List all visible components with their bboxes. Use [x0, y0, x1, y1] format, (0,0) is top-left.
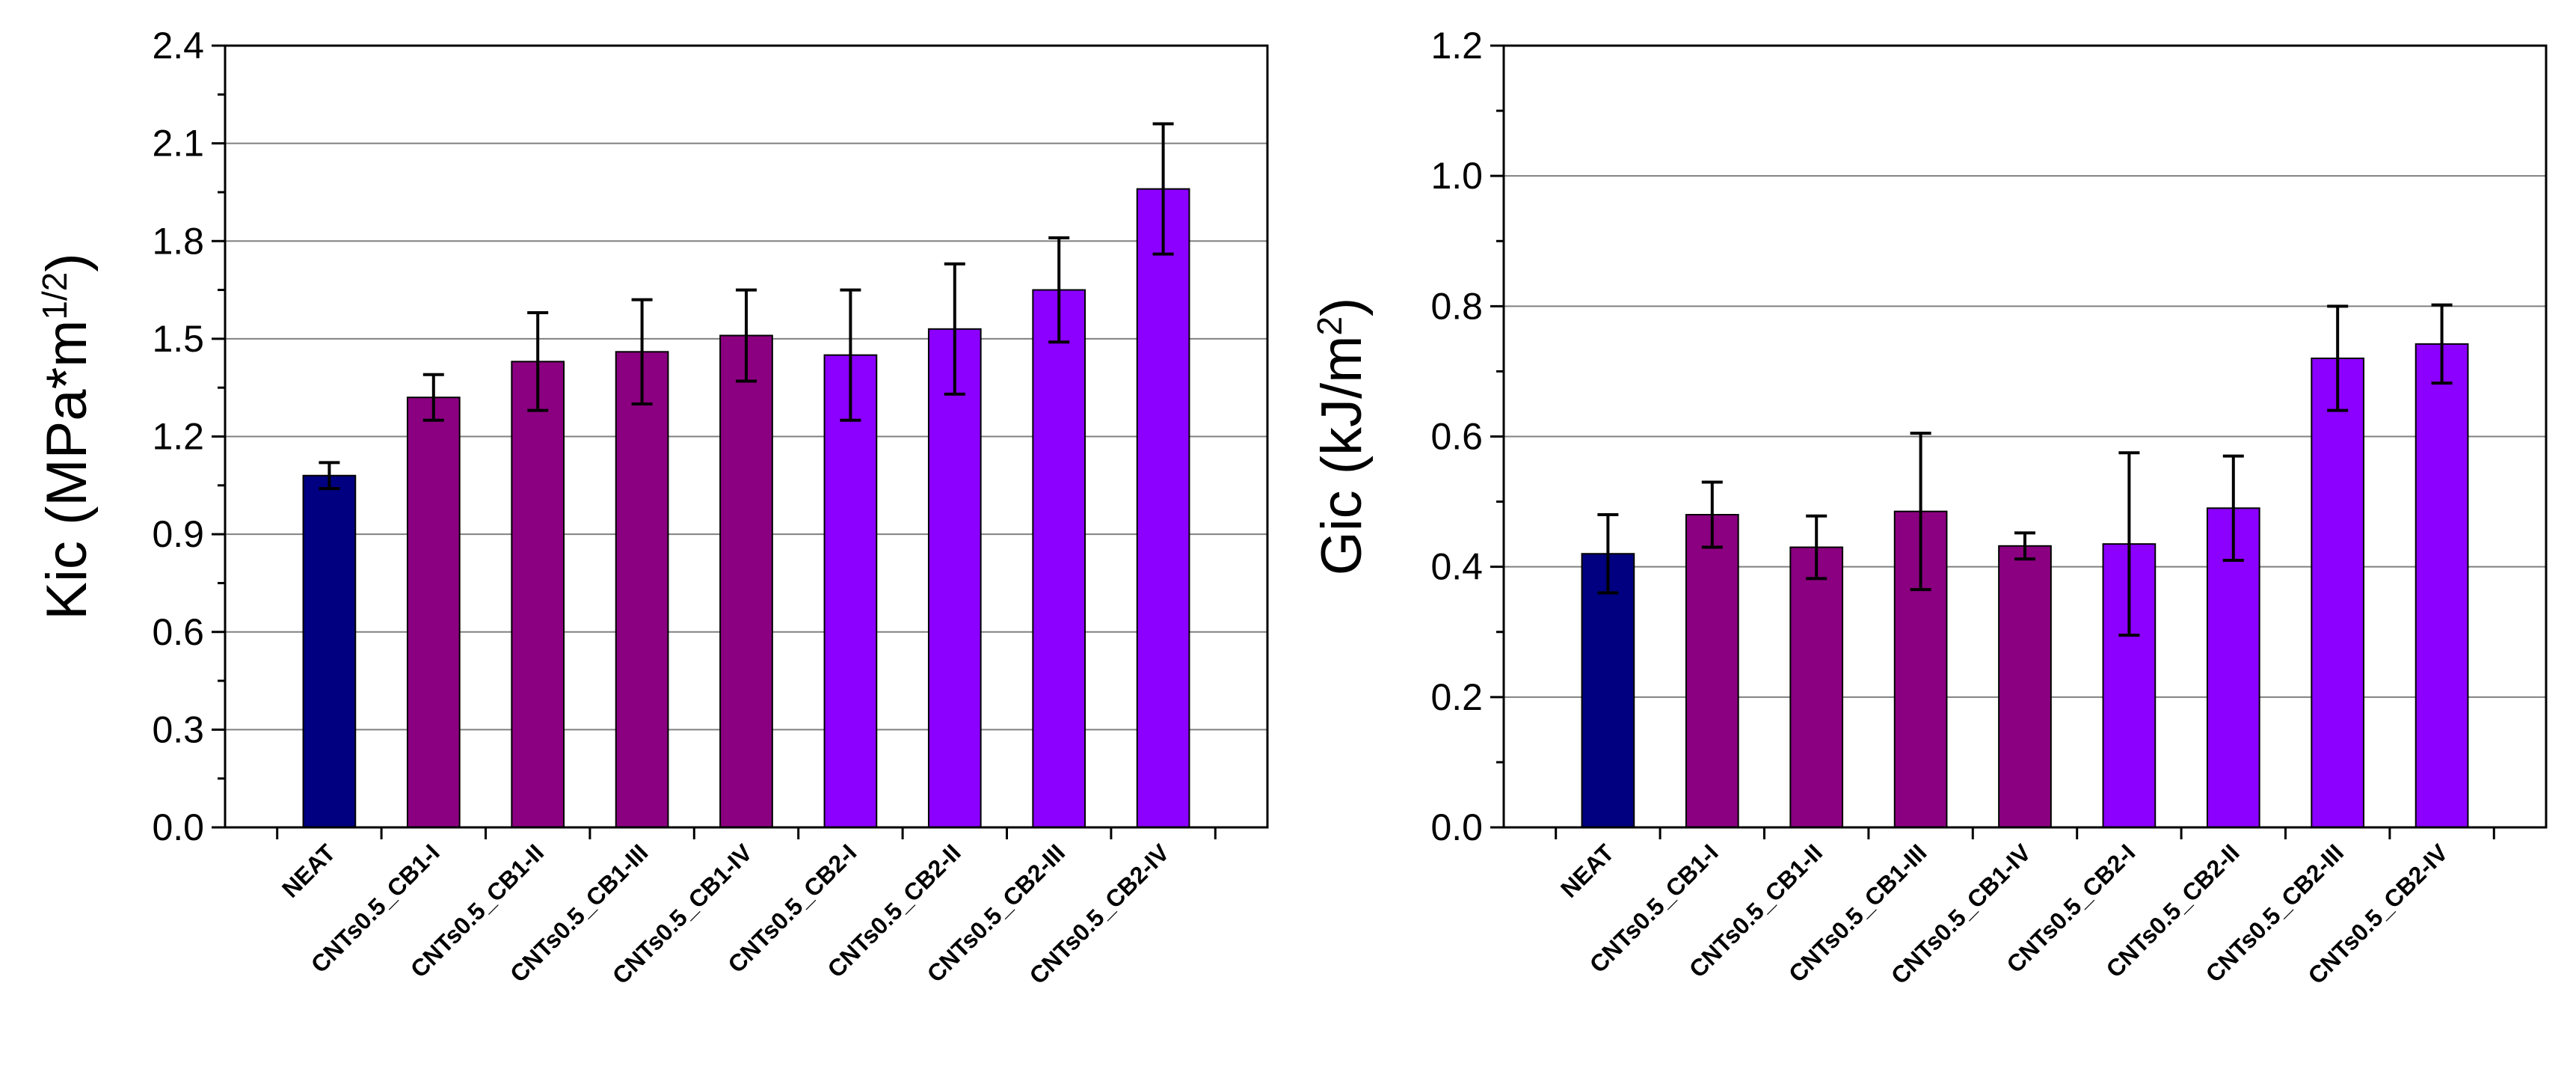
- bar: [2414, 343, 2469, 828]
- bar: [823, 354, 878, 829]
- y-tick-label: 0.6: [1430, 416, 1483, 458]
- bar: [1581, 553, 1635, 828]
- bar: [1998, 545, 2052, 828]
- bar: [302, 474, 357, 828]
- y-tick-label: 2.1: [152, 123, 204, 165]
- y-axis-label-suffix: ): [1310, 298, 1374, 316]
- y-tick-label: 0.0: [152, 806, 204, 848]
- bar: [615, 351, 669, 828]
- bar: [406, 396, 461, 828]
- y-tick-label: 0.8: [1430, 285, 1483, 327]
- bar: [511, 361, 565, 828]
- y-tick-label: 1.2: [152, 416, 204, 458]
- bar: [1789, 546, 1844, 829]
- y-tick-label: 1.0: [1430, 155, 1483, 197]
- y-axis-label: Kic (MPa*m1/2): [35, 253, 99, 619]
- y-tick-label: 0.6: [152, 611, 204, 653]
- bar: [1685, 514, 1739, 828]
- y-tick-label: 0.4: [1430, 546, 1483, 588]
- y-tick-label: 2.4: [152, 25, 204, 67]
- y-axis-label-superscript: 2: [1310, 316, 1349, 336]
- kic-chart: 0.00.30.60.91.21.51.82.12.4NEATCNTs0.5_C…: [35, 25, 1269, 990]
- bar: [1136, 188, 1190, 829]
- x-tick-label: NEAT: [277, 839, 341, 903]
- y-tick-label: 0.9: [152, 513, 204, 555]
- y-axis-label-main: Gic (kJ/m: [1310, 336, 1374, 576]
- y-tick-label: 1.8: [152, 220, 204, 262]
- y-axis-label: Gic (kJ/m2): [1310, 298, 1374, 576]
- y-axis-label-suffix: ): [35, 253, 99, 272]
- y-tick-label: 1.5: [152, 318, 204, 360]
- bar: [2311, 358, 2365, 828]
- bar: [719, 334, 773, 829]
- bar: [1032, 289, 1086, 828]
- y-tick-label: 0.0: [1430, 806, 1483, 848]
- y-axis-label-main: Kic (MPa*m: [35, 320, 99, 620]
- gic-chart: 0.00.20.40.60.81.01.2NEATCNTs0.5_CB1-ICN…: [1310, 25, 2548, 990]
- y-axis-label-superscript: 1/2: [35, 272, 74, 320]
- y-tick-label: 0.3: [152, 708, 204, 750]
- y-tick-label: 0.2: [1430, 676, 1483, 718]
- bar: [927, 328, 982, 828]
- x-tick-label: NEAT: [1555, 839, 1620, 903]
- y-tick-label: 1.2: [1430, 25, 1483, 67]
